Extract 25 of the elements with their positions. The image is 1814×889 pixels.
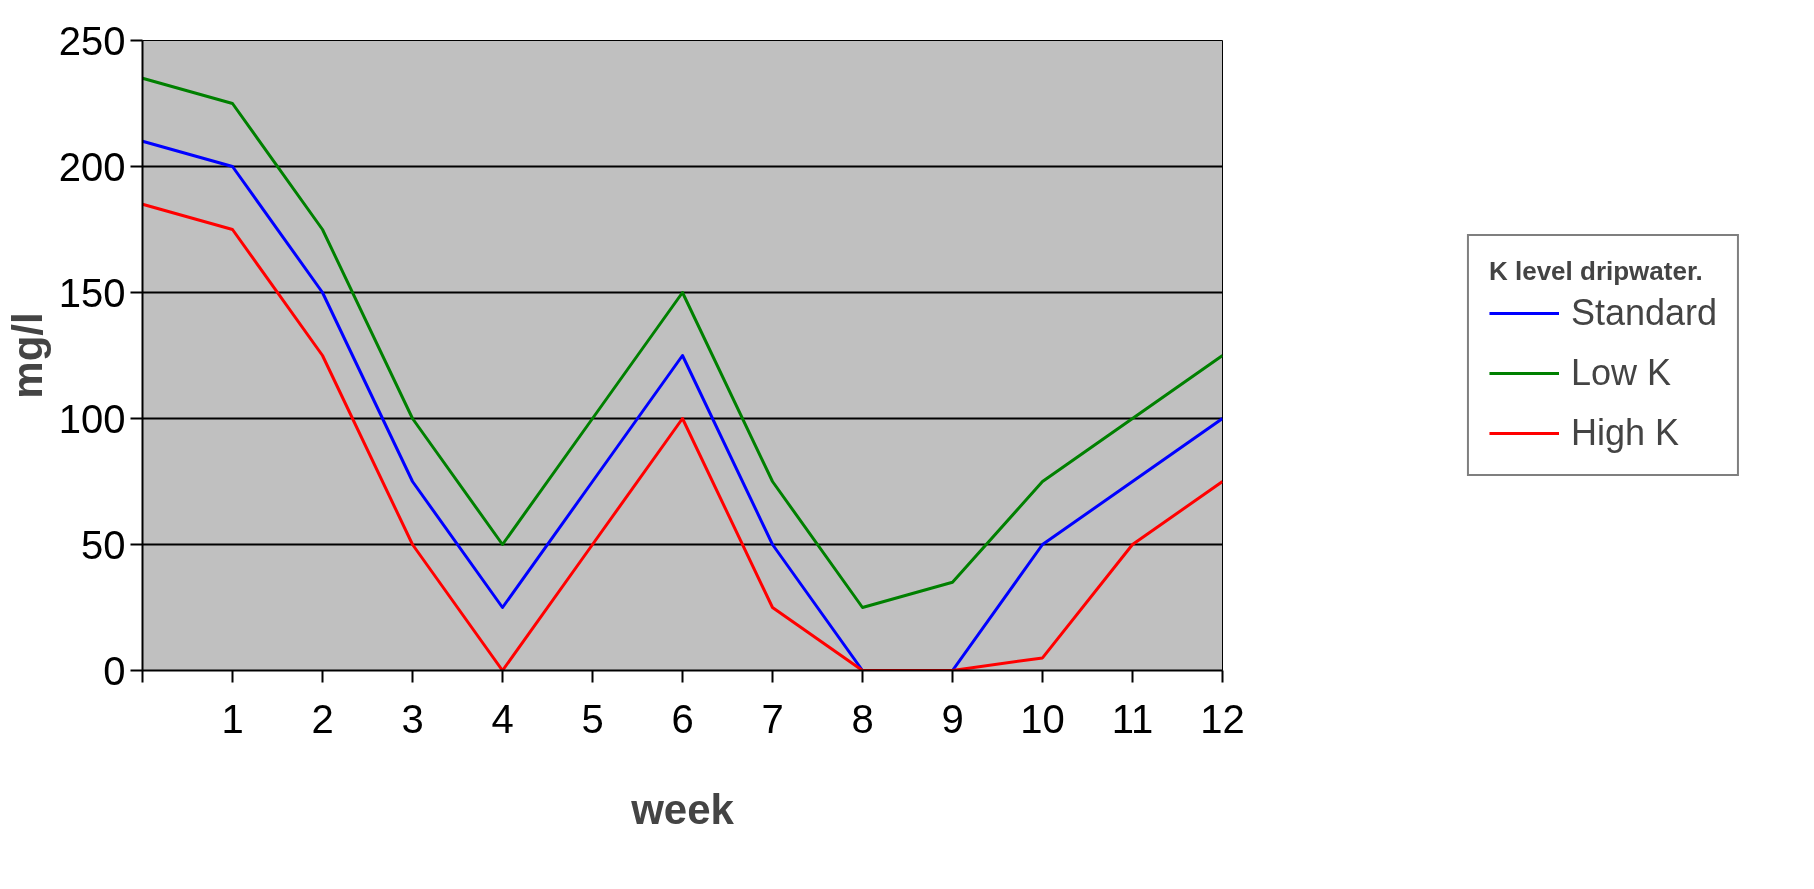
y-tick-label: 0 (103, 648, 126, 693)
x-tick-label: 6 (671, 696, 694, 741)
legend-label: Low K (1570, 352, 1672, 394)
y-tick-label: 100 (58, 396, 126, 441)
x-tick-label: 8 (851, 696, 874, 741)
x-tick-label: 11 (1111, 696, 1154, 741)
legend-label: High K (1570, 412, 1680, 454)
x-tick-label: 2 (311, 696, 334, 741)
y-axis-title: mg/l (3, 312, 51, 399)
x-tick-label: 10 (1020, 696, 1065, 741)
y-tick-label: 200 (58, 144, 126, 189)
y-tick-label: 50 (81, 522, 126, 567)
x-tick-label: 4 (491, 696, 514, 741)
x-tick-label: 12 (1200, 696, 1245, 741)
legend-label: Standard (1570, 292, 1718, 334)
x-tick-label: 1 (221, 696, 244, 741)
line-series (142, 76, 1223, 609)
y-tick-label: 150 (58, 270, 126, 315)
y-tick-label: 250 (58, 18, 126, 63)
x-axis-title: week (630, 785, 735, 833)
x-tick-label: 3 (401, 696, 424, 741)
x-tick-label: 5 (581, 696, 604, 741)
legend-title: K level dripwater. (1488, 256, 1704, 287)
x-tick-label: 9 (941, 696, 964, 741)
x-tick-label: 7 (761, 696, 784, 741)
